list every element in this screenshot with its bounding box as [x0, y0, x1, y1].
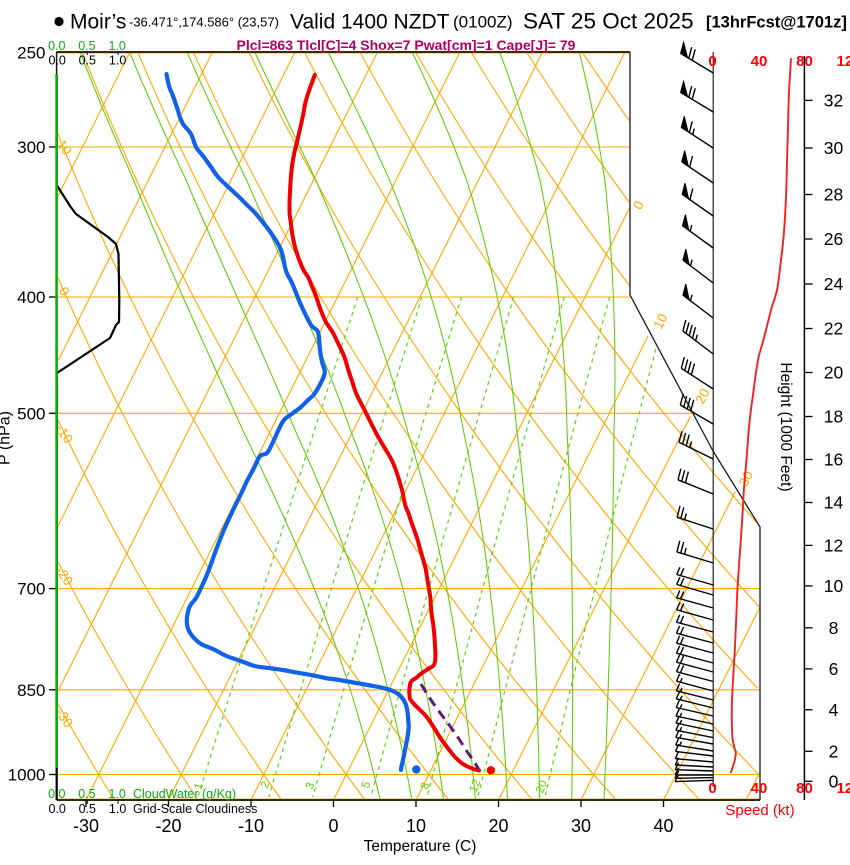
- svg-text:(0100Z): (0100Z): [453, 13, 513, 32]
- svg-text:-30: -30: [73, 816, 99, 836]
- svg-text:P (hPa): P (hPa): [0, 411, 14, 465]
- svg-text:250: 250: [17, 43, 45, 62]
- svg-text:80: 80: [796, 53, 813, 70]
- svg-text:18: 18: [824, 407, 843, 427]
- svg-text:12: 12: [468, 778, 484, 794]
- svg-text:1.0: 1.0: [109, 54, 126, 68]
- svg-text:10: 10: [650, 311, 670, 331]
- svg-text:8: 8: [829, 618, 839, 638]
- svg-text:0.5: 0.5: [78, 787, 95, 801]
- svg-text:1: 1: [192, 781, 205, 791]
- svg-text:20: 20: [488, 816, 508, 836]
- svg-text:26: 26: [824, 229, 843, 249]
- svg-text:28: 28: [824, 185, 843, 205]
- svg-text:0: 0: [328, 816, 338, 836]
- svg-text:20: 20: [534, 779, 550, 795]
- svg-text:30: 30: [824, 138, 844, 158]
- svg-text:1000: 1000: [8, 766, 46, 785]
- svg-text:10: 10: [54, 137, 75, 158]
- svg-text:Height (1000 Feet): Height (1000 Feet): [777, 362, 794, 491]
- svg-text:8: 8: [419, 781, 432, 791]
- svg-text:1.0: 1.0: [109, 787, 126, 801]
- svg-text:0: 0: [708, 780, 716, 797]
- svg-text:1.0: 1.0: [109, 802, 126, 816]
- svg-text:Plcl=863 Tlcl[C]=4 Shox=7 Pwat: Plcl=863 Tlcl[C]=4 Shox=7 Pwat[cm]=1 Cap…: [237, 37, 576, 53]
- svg-text:0.5: 0.5: [78, 39, 95, 53]
- svg-text:80: 80: [796, 780, 813, 797]
- svg-text:30: 30: [571, 816, 591, 836]
- svg-text:0: 0: [829, 772, 839, 792]
- svg-text:40: 40: [653, 816, 673, 836]
- svg-text:0.0: 0.0: [49, 54, 66, 68]
- svg-text:Temperature (C): Temperature (C): [364, 838, 477, 855]
- svg-text:24: 24: [824, 274, 844, 294]
- svg-text:10: 10: [824, 576, 844, 596]
- svg-text:12: 12: [824, 536, 843, 556]
- svg-text:500: 500: [17, 404, 45, 423]
- svg-text:10: 10: [406, 816, 426, 836]
- svg-text:20: 20: [824, 363, 844, 383]
- svg-text:SAT 25 Oct 2025: SAT 25 Oct 2025: [523, 9, 694, 34]
- svg-text:40: 40: [751, 53, 768, 70]
- svg-text:6: 6: [829, 659, 839, 679]
- svg-text:-10: -10: [238, 816, 264, 836]
- svg-text:2: 2: [259, 780, 272, 790]
- svg-text:3: 3: [304, 781, 317, 791]
- svg-text:20: 20: [692, 386, 712, 406]
- svg-text:120: 120: [836, 780, 850, 797]
- svg-text:0: 0: [708, 53, 716, 70]
- svg-text:400: 400: [17, 288, 45, 307]
- svg-text:CloudWater (g/Kg): CloudWater (g/Kg): [133, 787, 236, 801]
- svg-text:14: 14: [824, 493, 844, 513]
- svg-text:850: 850: [17, 681, 45, 700]
- svg-text:120: 120: [836, 53, 850, 70]
- svg-text:0.0: 0.0: [48, 39, 65, 53]
- svg-text:Speed (kt): Speed (kt): [725, 802, 794, 819]
- svg-text:[13hrFcst@1701z]: [13hrFcst@1701z]: [706, 14, 847, 32]
- svg-text:2: 2: [829, 742, 839, 762]
- svg-text:5: 5: [360, 780, 373, 790]
- svg-text:0.0: 0.0: [49, 802, 66, 816]
- svg-text:40: 40: [751, 780, 768, 797]
- svg-text:16: 16: [824, 450, 843, 470]
- svg-text:0.5: 0.5: [79, 802, 96, 816]
- svg-text:-36.471°,174.586° (23,57): -36.471°,174.586° (23,57): [129, 15, 279, 30]
- svg-text:32: 32: [824, 91, 843, 111]
- svg-text:Valid 1400 NZDT: Valid 1400 NZDT: [290, 11, 450, 34]
- svg-text:Moir’s: Moir’s: [70, 11, 126, 34]
- svg-text:1.0: 1.0: [109, 39, 126, 53]
- svg-text:0.5: 0.5: [79, 54, 96, 68]
- svg-text:4: 4: [829, 700, 839, 720]
- svg-text:Grid-Scale Cloudiness: Grid-Scale Cloudiness: [133, 802, 257, 816]
- svg-text:-20: -20: [155, 816, 181, 836]
- svg-text:700: 700: [17, 580, 45, 599]
- svg-text:30: 30: [736, 469, 756, 489]
- svg-text:300: 300: [17, 138, 45, 157]
- svg-text:22: 22: [824, 319, 843, 339]
